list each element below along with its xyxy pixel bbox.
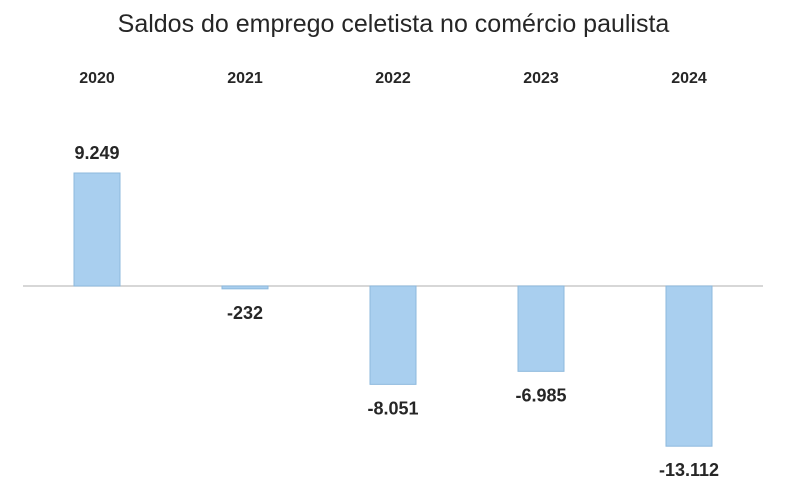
category-label-2020: 2020 [79,70,115,87]
bar-2024 [665,285,713,447]
value-label-2024: -13.112 [659,460,719,480]
value-labels: 9.249 -232 -8.051 -6.985 -13.112 [74,143,719,480]
category-label-2023: 2023 [523,70,559,87]
bar-2020 [73,172,121,287]
category-label-2021: 2021 [227,70,263,87]
value-label-2022: -8.051 [367,398,418,418]
value-label-2023: -6.985 [515,385,566,405]
category-labels: 2020 2021 2022 2023 2024 [79,70,707,87]
value-label-2020: 9.249 [74,143,119,163]
bars [73,172,713,447]
bar-2021 [221,285,269,290]
value-label-2021: -232 [227,303,263,323]
category-label-2024: 2024 [671,70,707,87]
category-label-2022: 2022 [375,70,411,87]
chart-title: Saldos do emprego celetista no comércio … [117,10,670,38]
bar-2022 [369,285,417,385]
bar-2023 [517,285,565,372]
